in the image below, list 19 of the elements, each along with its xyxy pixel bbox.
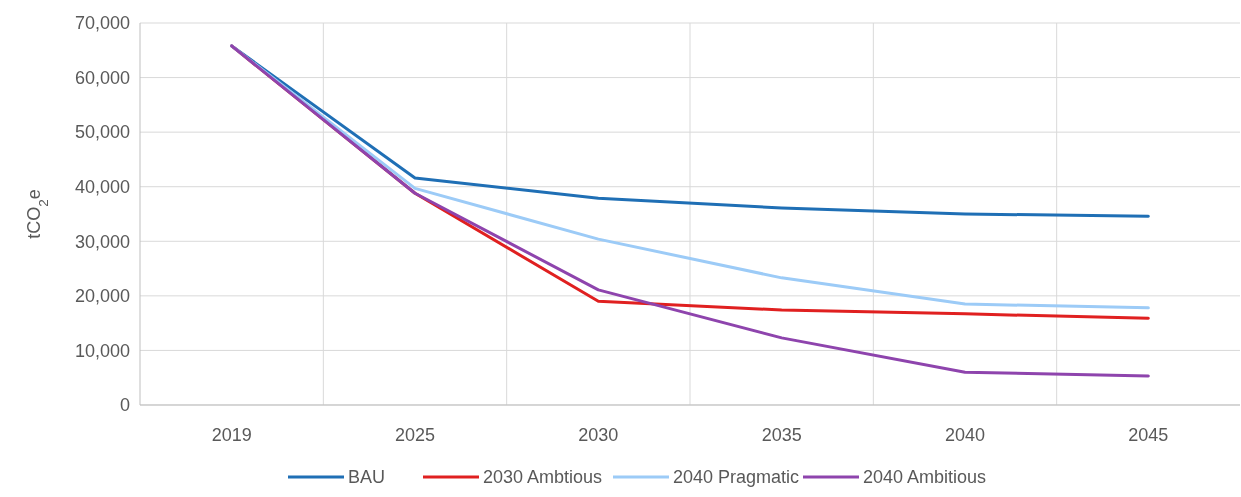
y-tick-label: 10,000	[74, 340, 130, 361]
x-tick-label: 2040	[944, 425, 986, 445]
legend-label: 2030 Ambtious	[483, 467, 603, 488]
y-tick-label: 70,000	[74, 13, 130, 34]
x-tick-label: 2025	[394, 425, 436, 445]
line-series	[230, 44, 1150, 378]
legend-label: 2040 Pragmatic	[673, 467, 800, 488]
y-tick-label: 30,000	[74, 231, 130, 252]
x-tick-label: 2035	[761, 425, 802, 445]
x-tick-label: 2019	[211, 425, 252, 445]
y-tick-label: 60,000	[74, 67, 130, 88]
legend-label: 2040 Ambitious	[863, 467, 987, 488]
x-tick-label: 2030	[578, 425, 619, 445]
legend-label: BAU	[348, 467, 386, 488]
y-tick-label: 0	[119, 395, 130, 416]
y-tick-label: 50,000	[74, 122, 130, 143]
y-tick-label: 40,000	[74, 177, 130, 198]
x-tick-label: 2045	[1128, 425, 1169, 445]
y-tick-label: 20,000	[74, 286, 130, 307]
